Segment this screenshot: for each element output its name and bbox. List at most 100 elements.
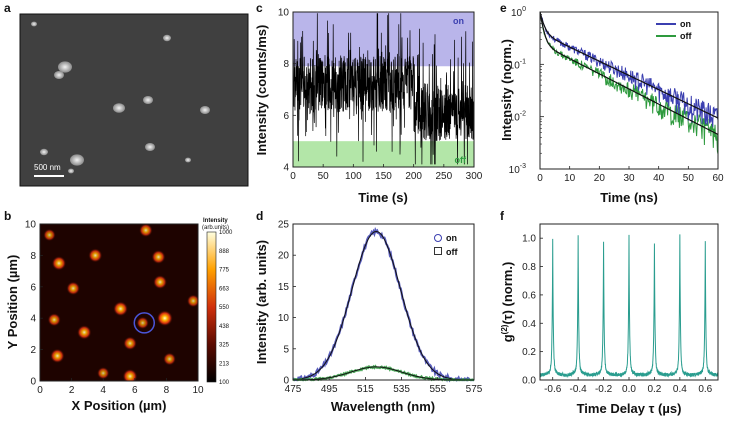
colorbar-tick-label: 775 [219, 268, 230, 274]
panel-label-d: d [256, 209, 263, 223]
heatmap-ytick-label: 8 [30, 251, 36, 262]
decay-xtick-label: 0 [537, 173, 543, 184]
decay-xtick-label: 10 [564, 173, 576, 184]
spectra-xtick-label: 555 [429, 384, 446, 395]
heatmap-spot [122, 368, 138, 381]
colorbar-tick-label: 1000 [219, 230, 233, 236]
heatmap-spot [47, 313, 61, 327]
decay-x-label: Time (ns) [600, 190, 658, 205]
g2-ytick-label: 0.0 [522, 376, 536, 387]
spectra-xtick-label: 495 [321, 384, 338, 395]
decay-off-fit [540, 12, 718, 135]
spectra-ytick-label: 0 [283, 376, 289, 387]
sem-particle [200, 106, 210, 114]
panel-label-a: a [4, 1, 11, 15]
off-state-band [293, 141, 474, 167]
sem-background [20, 14, 248, 186]
heatmap-spot [153, 275, 168, 290]
heatmap-spot [139, 224, 153, 238]
off-band-label: off [455, 155, 467, 165]
decay-legend: on off [656, 19, 692, 41]
decay-ytick-label: 100 [511, 6, 526, 19]
heatmap-spot [123, 336, 137, 351]
sem-particle [145, 143, 155, 151]
panel-a-sem-image: 500 nm [19, 13, 249, 187]
decay-legend-on-label: on [680, 19, 691, 29]
scale-bar-label: 500 nm [34, 163, 61, 172]
spectra-xtick-label: 575 [466, 384, 483, 395]
g2-ytick-label: 0.8 [522, 262, 536, 273]
g2-ytick-label: 1.0 [522, 234, 536, 245]
colorbar-tick-label: 438 [219, 324, 230, 330]
g2-x-label: Time Delay τ (µs) [577, 401, 682, 416]
spectra-ytick-label: 10 [278, 313, 290, 324]
decay-xtick-label: 20 [594, 173, 606, 184]
sem-particle [31, 21, 37, 27]
sem-particle [185, 157, 191, 163]
g2-xtick-label: 0.6 [698, 384, 712, 395]
heatmap-xtick-label: 4 [100, 385, 106, 396]
highlight-circle [133, 312, 156, 334]
colorbar-tick-label: 100 [219, 380, 230, 386]
legend-off-marker [434, 247, 442, 255]
colorbar-tick-label: 888 [219, 249, 230, 255]
heatmap-xtick-label: 2 [69, 385, 75, 396]
trace-xtick-label: 0 [290, 171, 296, 182]
colorbar-unit: (arb.units) [202, 225, 229, 231]
colorbar-tick-label: 550 [219, 305, 230, 311]
g2-xtick-label: 0.4 [673, 384, 687, 395]
trace-ytick-label: 6 [283, 111, 289, 122]
decay-xtick-label: 60 [712, 173, 724, 184]
decay-ytick-label: 10-3 [509, 163, 526, 176]
heatmap-xtick-label: 10 [192, 385, 204, 396]
decay-on-fit [540, 12, 718, 119]
colorbar-title: Intensity [203, 218, 228, 224]
trace-xtick-label: 50 [318, 171, 330, 182]
spectra-ytick-label: 25 [278, 220, 290, 231]
heatmap-spot [88, 248, 103, 263]
trace-xtick-label: 150 [375, 171, 392, 182]
g2-trace [539, 234, 719, 379]
g2-ytick-label: 0.2 [522, 347, 536, 358]
heatmap-spot [51, 256, 67, 271]
decay-on-data [540, 12, 718, 127]
trace-ytick-label: 10 [278, 8, 290, 19]
heatmap-spot [50, 348, 65, 364]
g2-xtick-label: -0.4 [570, 384, 588, 395]
heatmap-xtick-label: 8 [164, 385, 170, 396]
heatmap-x-label: X Position (µm) [72, 398, 167, 413]
decay-xtick-label: 40 [653, 173, 665, 184]
decay-xtick-label: 30 [623, 173, 635, 184]
heatmap-ytick-label: 6 [30, 282, 36, 293]
colorbar-tick-label: 325 [219, 343, 230, 349]
sem-particle [58, 61, 72, 73]
heatmap-ytick-label: 10 [25, 220, 37, 231]
panel-label-c: c [256, 1, 263, 15]
decay-legend-off-label: off [680, 31, 692, 41]
heatmap-spot [186, 294, 198, 308]
trace-xtick-label: 100 [345, 171, 362, 182]
heatmap-xtick-label: 0 [37, 385, 43, 396]
sem-particle [113, 103, 125, 113]
trace-ytick-label: 8 [283, 59, 289, 70]
g2-xtick-label: -0.2 [595, 384, 613, 395]
on-band-label: on [453, 16, 464, 26]
heatmap-spot [113, 301, 128, 317]
decay-y-label: Intensity (norm.) [499, 39, 514, 141]
heatmap-ytick-label: 2 [30, 345, 36, 356]
spectrum-on-fit [292, 230, 475, 381]
panel-f-g2: -0.6 -0.4 -0.2 0.0 0.2 0.4 0.6 0.0 0.2 0.4 0.6 0.8 1… [500, 223, 719, 416]
heatmap-spot [77, 325, 92, 340]
colorbar-tick-label: 213 [219, 361, 230, 367]
heatmap-spot [163, 352, 176, 366]
spectra-ytick-label: 15 [278, 282, 290, 293]
trace-x-label: Time (s) [358, 190, 408, 205]
sem-particle [143, 96, 153, 104]
sem-particle [68, 168, 74, 174]
sem-particle [40, 148, 48, 156]
sem-particle [70, 154, 84, 166]
